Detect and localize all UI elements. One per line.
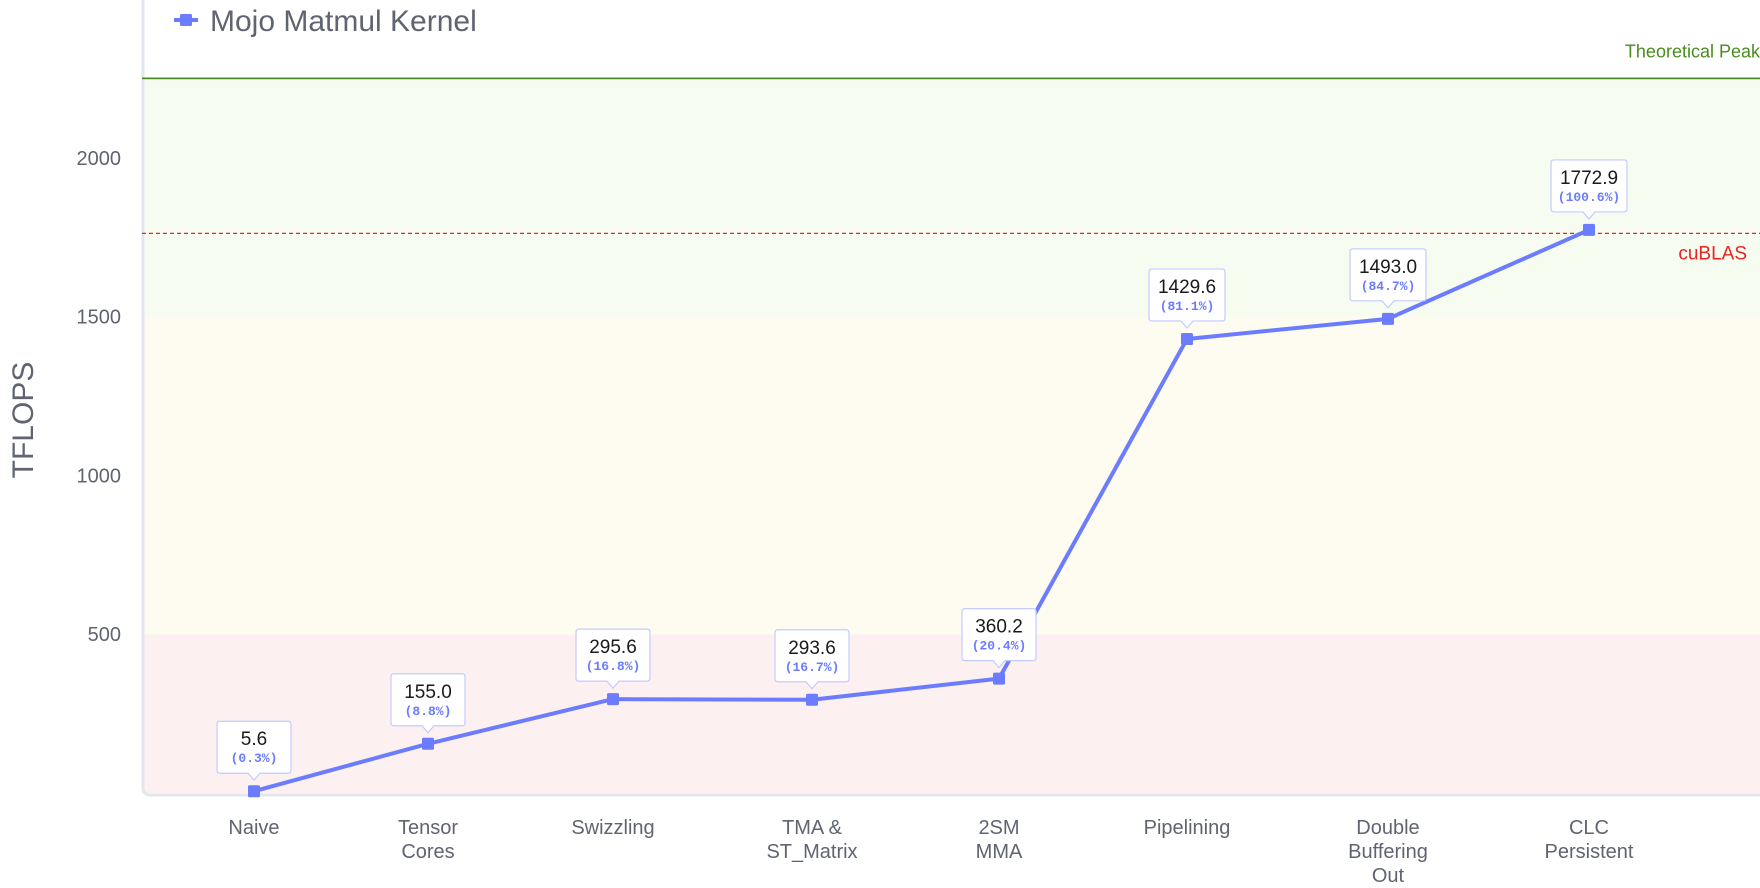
data-point [607,693,619,706]
legend-label: Mojo Matmul Kernel [210,5,477,38]
value-callout [1148,268,1226,329]
data-labels: 5.6(0.3%) 155.0(8.8%) 295.6(16.8%) 293.6(16… [216,159,1628,782]
y-axis-title: TFLOPS [7,362,40,479]
x-tick-label: CLC Persistent [1545,817,1634,863]
y-tick-label: 1500 [77,307,122,329]
x-tick-label: Naive [228,817,279,839]
x-tick-label: Swizzling [571,817,654,839]
percent-label: (81.1%) [1160,299,1215,314]
data-point [422,737,434,750]
value-callout [575,628,651,690]
series-layer [248,223,1595,798]
background-bands [142,78,1760,793]
value-callout [216,720,292,782]
data-point [806,693,818,706]
value-label: 1772.9 [1560,168,1618,189]
x-tick-labels: Naive Tensor Cores Swizzling TMA & ST_Matrix 2… [228,817,1633,887]
value-callout [390,673,466,734]
background-band [142,634,1760,793]
y-tick-label: 2000 [77,148,122,170]
percent-label: (20.4%) [972,639,1027,654]
value-callout [774,629,850,690]
x-tick-label: Tensor Cores [398,817,458,863]
background-band [142,78,1760,317]
y-tick-labels: 500 1000 1500 2000 TFLOPS [7,148,121,646]
percent-label: (84.7%) [1361,279,1416,294]
axes [141,0,1760,797]
x-tick-label: TMA & ST_Matrix [766,817,857,863]
value-callout [1550,159,1628,220]
value-label: 293.6 [788,638,836,659]
theoretical-peak-label: Theoretical Peak [1625,41,1760,61]
percent-label: (16.8%) [586,659,641,674]
plot-frame [141,0,1760,797]
percent-label: (16.7%) [785,660,840,675]
value-callout [1349,248,1427,309]
data-point [248,785,260,798]
percent-label: (100.6%) [1558,190,1620,205]
data-point [1382,312,1394,325]
percent-label: (0.3%) [231,751,278,766]
value-label: 155.0 [404,682,452,703]
x-tick-label: 2SM MMA [976,817,1023,863]
value-label: 1429.6 [1158,277,1216,298]
legend: Mojo Matmul Kernel [174,5,477,38]
series-line [253,228,1590,794]
value-callout [961,608,1037,669]
x-tick-label: Pipelining [1144,817,1231,839]
y-tick-label: 500 [88,624,121,646]
value-label: 295.6 [589,637,637,658]
y-tick-label: 1000 [77,465,122,487]
value-label: 360.2 [975,617,1023,638]
percent-label: (8.8%) [405,704,452,719]
value-label: 5.6 [241,729,267,750]
data-point [993,672,1005,685]
cublas-label: cuBLAS [1678,243,1747,264]
data-point [1583,223,1595,236]
data-point [1181,332,1193,345]
value-label: 1493.0 [1359,257,1417,278]
x-tick-label: Double Buffering Out [1348,817,1428,887]
background-band [142,316,1760,635]
reference-lines: Theoretical Peak cuBLAS [142,41,1760,264]
legend-marker [180,14,192,26]
